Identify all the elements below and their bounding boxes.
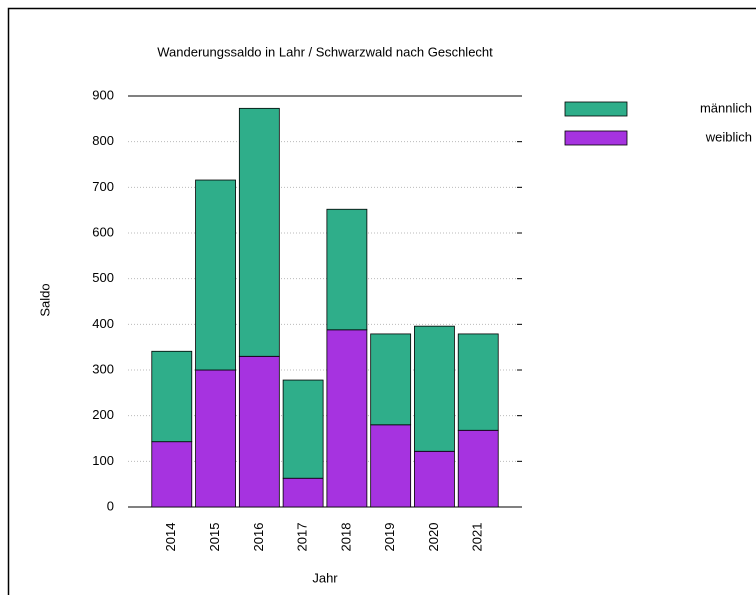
y-tick-label: 700	[92, 179, 114, 194]
bar-segment	[414, 325, 455, 452]
bar-segment	[457, 429, 499, 508]
y-tick-label: 0	[107, 498, 114, 513]
bar-segment	[195, 179, 236, 371]
y-tick-label: 900	[92, 87, 114, 102]
x-tick-label: 2019	[382, 523, 397, 552]
x-tick-label: 2020	[426, 523, 441, 552]
chart-title: Wanderungssaldo in Lahr / Schwarzwald na…	[157, 44, 493, 59]
bar-segment	[151, 441, 193, 508]
bar-segment	[282, 379, 324, 479]
x-tick-label: 2015	[207, 523, 222, 552]
x-tick-label: 2018	[338, 523, 353, 552]
x-tick-label: 2021	[470, 523, 485, 552]
legend-swatch	[564, 101, 628, 117]
y-tick-label: 300	[92, 361, 114, 376]
bar-segment	[238, 107, 280, 357]
y-axis-label: Saldo	[37, 283, 52, 316]
y-tick-label: 100	[92, 453, 114, 468]
y-tick-label: 600	[92, 224, 114, 239]
x-tick-label: 2017	[295, 523, 310, 552]
frame	[7, 7, 756, 595]
bar-segment	[326, 208, 368, 331]
x-tick-label: 2016	[251, 523, 266, 552]
bar-segment	[414, 450, 455, 508]
bar-segment	[370, 424, 412, 508]
bar-segment	[370, 333, 412, 426]
y-tick-label: 800	[92, 133, 114, 148]
bar-segment	[195, 369, 236, 508]
bar-segment	[326, 329, 368, 508]
x-axis-label: Jahr	[312, 570, 338, 585]
bar-segment	[151, 350, 193, 443]
bar-segment	[457, 333, 499, 431]
legend-label: männlich	[700, 100, 752, 115]
legend-label: weiblich	[705, 129, 752, 144]
x-tick-label: 2014	[163, 523, 178, 552]
y-tick-label: 200	[92, 407, 114, 422]
bar-segment	[238, 355, 280, 508]
bar-segment	[282, 477, 324, 508]
y-tick-label: 500	[92, 270, 114, 285]
legend-swatch	[564, 130, 628, 146]
y-tick-label: 400	[92, 316, 114, 331]
